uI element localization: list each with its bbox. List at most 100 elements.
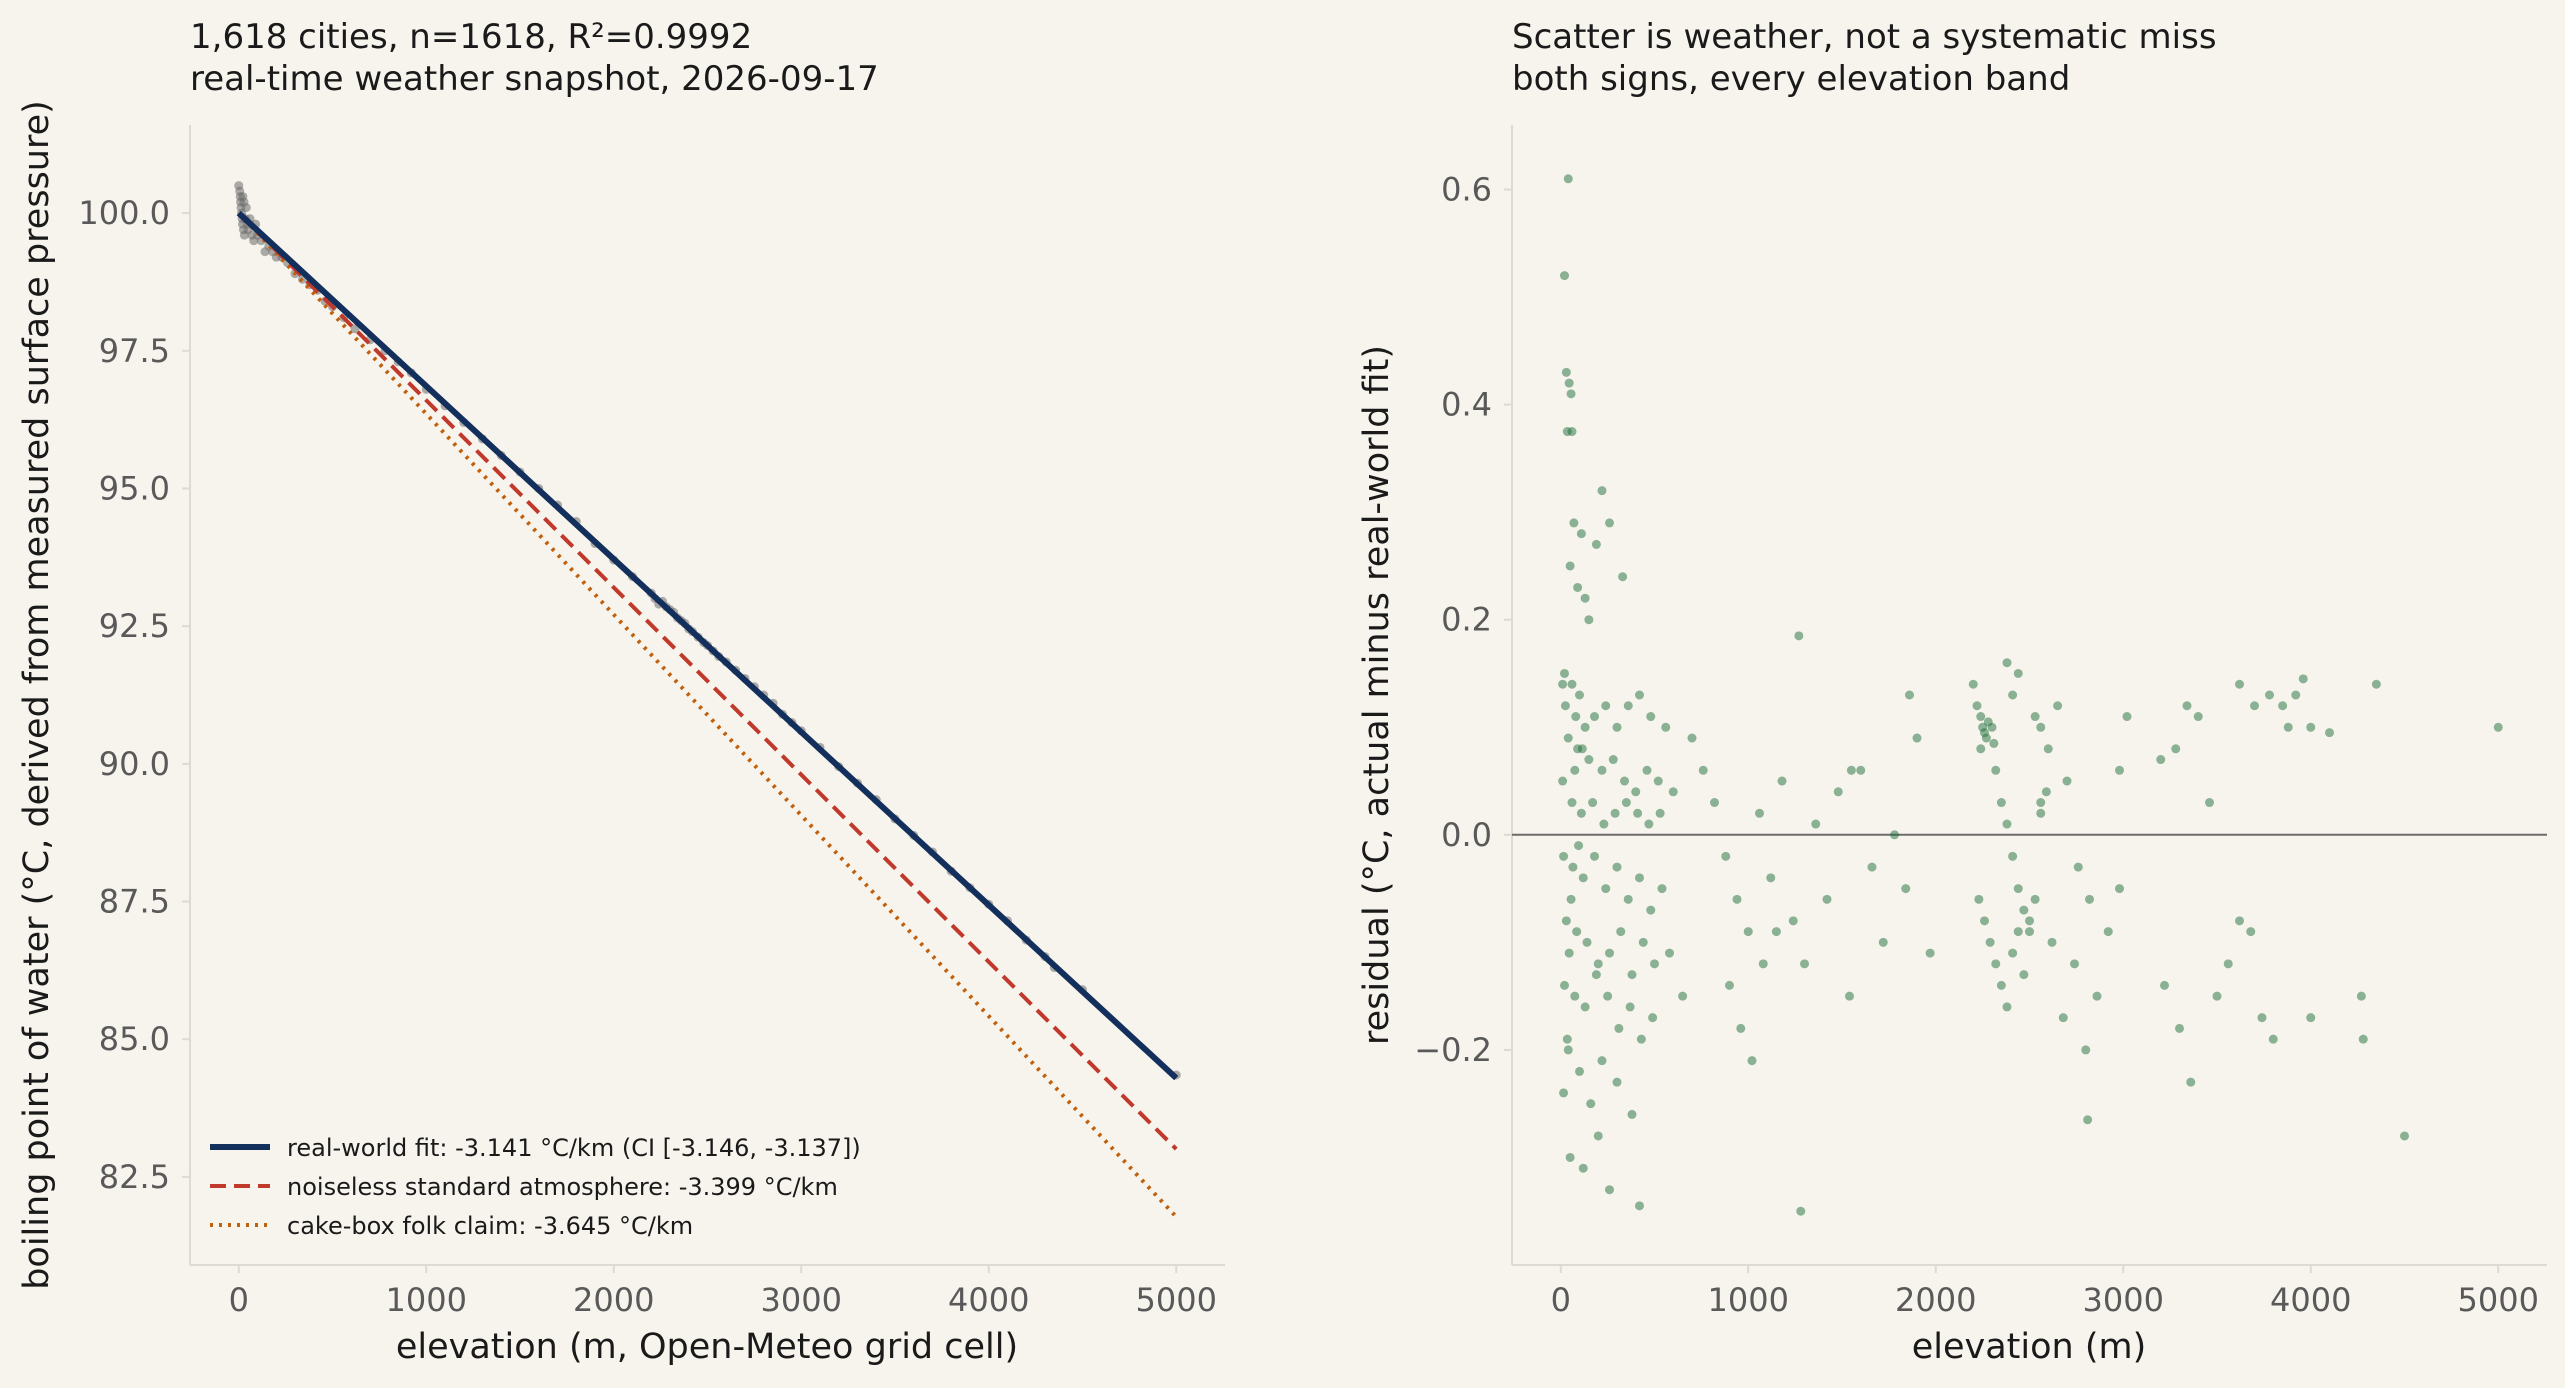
left-chart-subtitle: real-time weather snapshot, 2026-09-17 [190,59,879,99]
right-data-point [1687,733,1697,743]
right-data-point [1976,712,1986,722]
right-data-point [1710,798,1719,808]
right-data-point [2115,765,2124,775]
right-data-point [1657,884,1667,894]
right-data-point [1743,927,1753,937]
right-data-point [1635,1201,1644,1211]
legend-label-fit: real-world fit: -3.141 °C/km (CI [-3.146… [287,1134,861,1162]
right-y-axis-label: residual (°C, actual minus real-world fi… [1357,345,1397,1045]
right-data-point [2008,851,2018,861]
right-data-point [1678,991,1688,1001]
left-x-tick-label: 3000 [761,1281,842,1319]
real-world-fit-line [236,210,1179,1081]
left-y-tick-label: 92.5 [99,607,170,645]
right-data-point [2358,1034,2368,1044]
right-data-point [1561,916,1571,926]
right-data-point [1601,701,1611,711]
left-data-point [241,203,251,213]
right-data-point [2030,712,2040,722]
right-x-tick-label: 4000 [2270,1281,2351,1319]
right-data-point [2019,905,2029,915]
left-fit-lines [236,210,1179,1219]
right-data-point [2400,1131,2409,1141]
right-data-point [2246,927,2256,937]
right-data-point [1570,991,1580,1001]
right-axes [1511,125,2547,1266]
right-data-point [1642,765,1652,775]
right-data-point [1974,894,1984,904]
right-data-point [1991,765,2001,775]
right-data-point [1593,1131,1603,1141]
right-data-point [1646,905,1656,915]
right-data-point [2493,722,2503,732]
right-data-point [2268,1034,2278,1044]
right-chart-panel: Scatter is weather, not a systematic mis… [1357,17,2547,1367]
right-data-point [1580,1002,1590,1012]
right-data-point [1623,701,1633,711]
right-data-point [1736,1023,1746,1033]
right-x-tick-label: 0 [1551,1281,1571,1319]
right-data-point [2291,690,2301,700]
right-data-point [1777,776,1787,786]
right-data-point [1573,582,1583,592]
right-y-tick-label: −0.2 [1414,1031,1492,1069]
right-data-point [2025,916,2034,926]
right-y-ticks: −0.2 0.0 0.2 0.4 0.6 [1414,171,1512,1069]
right-data-point [1563,174,1573,184]
right-data-point [2325,728,2334,738]
right-data-point [2083,1115,2093,1125]
right-data-point [2298,674,2308,684]
right-x-tick-label: 5000 [2458,1281,2539,1319]
right-data-point [1563,733,1573,743]
right-data-point [2278,701,2288,711]
right-data-point [2058,1013,2068,1023]
right-x-tick-label: 2000 [1895,1281,1976,1319]
right-data-point [1599,819,1609,829]
right-data-point [1612,862,1622,872]
right-data-point [2182,701,2192,711]
right-data-point [1758,959,1768,969]
right-data-point [1788,916,1798,926]
left-x-tick-label: 2000 [573,1281,654,1319]
right-data-point [1560,701,1570,711]
right-data-point [2002,658,2012,668]
right-data-point [1591,539,1601,549]
right-data-point [1627,970,1637,980]
right-data-point [1588,798,1598,808]
right-data-point [1605,1185,1614,1195]
right-data-point [1566,389,1576,399]
right-data-point [2186,1077,2196,1087]
right-data-point [1845,991,1854,1001]
right-data-point [1559,851,1569,861]
right-data-point [2356,991,2366,1001]
right-data-point [1591,970,1601,980]
left-y-tick-label: 100.0 [78,194,170,232]
right-data-point [1822,894,1832,904]
right-y-tick-label: 0.0 [1441,816,1492,854]
right-data-point [1614,1023,1624,1033]
right-data-point [1766,873,1776,883]
right-data-point [1597,1056,1607,1066]
right-data-point [1582,937,1592,947]
right-data-point [1560,668,1569,678]
right-data-point [1625,1002,1635,1012]
right-data-point [2205,798,2214,808]
right-data-point [1972,701,1982,711]
right-data-point [1901,884,1911,894]
right-x-tick-label: 3000 [2083,1281,2164,1319]
right-data-point [1605,518,1614,528]
right-data-point [1571,712,1581,722]
right-data-point [2013,668,2023,678]
right-data-point [2283,722,2293,732]
left-chart-panel: 1,618 cities, n=1618, R²=0.9992 real-tim… [17,17,1225,1367]
right-data-point [1590,712,1599,722]
right-data-point [1565,561,1575,571]
right-data-point [1796,1206,1806,1216]
right-data-point [1846,765,1856,775]
right-data-point [1655,808,1665,818]
right-data-point [1648,1013,1658,1023]
right-data-point [1996,798,2006,808]
right-data-point [1578,1163,1588,1173]
right-data-point [1577,744,1587,754]
right-data-point [1668,787,1678,797]
